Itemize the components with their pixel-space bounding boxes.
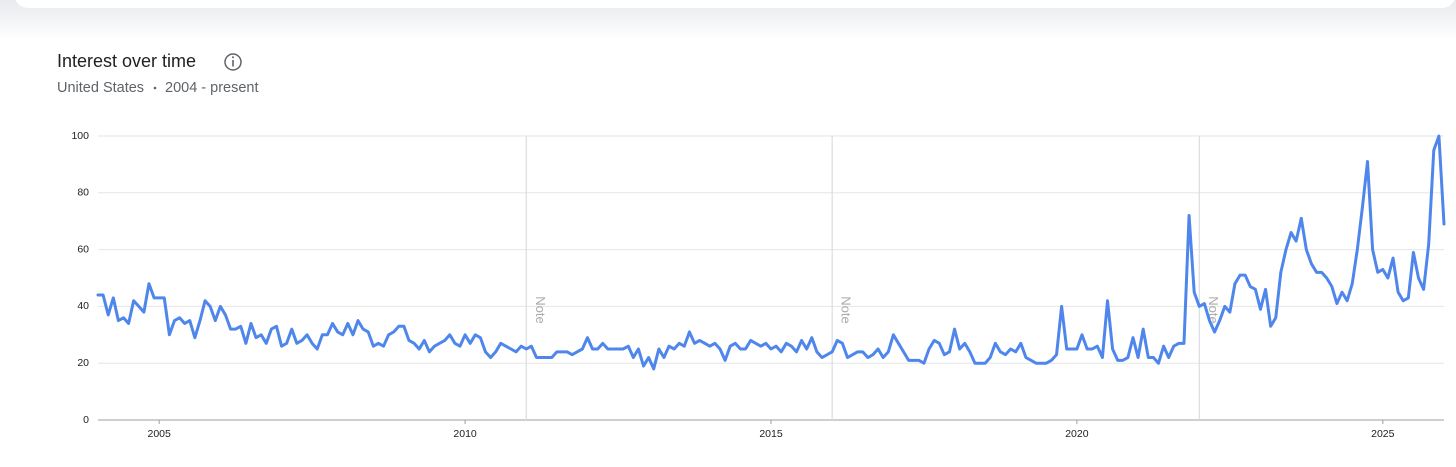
x-tick-label: 2025 — [1371, 428, 1395, 440]
x-tick-label: 2020 — [1065, 428, 1089, 440]
x-tick-label: 2010 — [453, 428, 477, 440]
x-tick-label: 2015 — [759, 428, 783, 440]
y-tick-label: 80 — [77, 187, 89, 199]
note-label: Note — [839, 296, 854, 323]
trend-line — [96, 134, 1446, 371]
region: United States — [57, 80, 144, 96]
y-tick-label: 40 — [77, 300, 89, 312]
separator — [153, 86, 157, 90]
upper-card — [15, 0, 1455, 8]
y-tick-label: 20 — [77, 357, 89, 369]
y-tick-label: 60 — [77, 243, 89, 255]
x-tick-label: 2005 — [148, 428, 172, 440]
y-tick-label: 100 — [71, 130, 89, 142]
note-label: Note — [533, 296, 548, 323]
period: 2004 - present — [165, 80, 259, 96]
info-icon[interactable] — [224, 53, 242, 71]
y-tick-label: 0 — [83, 414, 89, 426]
chart-title: Interest over time — [57, 51, 196, 71]
